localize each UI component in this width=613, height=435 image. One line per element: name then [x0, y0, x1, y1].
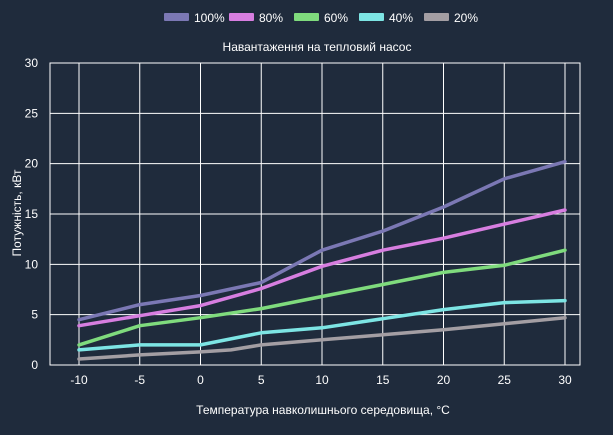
legend-swatch	[359, 13, 384, 21]
y-tick-label: 20	[25, 157, 39, 171]
x-tick-label: -5	[134, 373, 145, 387]
legend-item: 20%	[424, 11, 478, 25]
plot-frame	[49, 62, 581, 366]
legend-label: 100%	[194, 11, 225, 25]
chart-title: Навантаження на тепловий насос	[223, 40, 412, 54]
legend-label: 40%	[389, 11, 413, 25]
y-axis-ticks: 0 5 10 15 20 25 30	[25, 56, 39, 372]
series-line-20pct	[77, 315, 567, 361]
legend-label: 60%	[324, 11, 348, 25]
legend-swatch	[424, 13, 449, 21]
legend-item: 100%	[164, 11, 225, 25]
y-axis-label: Потужність, кВт	[10, 169, 24, 256]
series-line-80pct	[77, 208, 567, 328]
x-tick-label: 15	[376, 373, 390, 387]
legend-label: 80%	[259, 11, 283, 25]
y-tick-label: 0	[31, 358, 38, 372]
y-tick-label: 30	[25, 56, 39, 70]
x-axis-label: Температура навколишнього середовища, °C	[196, 403, 450, 417]
legend-swatch	[164, 13, 189, 21]
legend-label: 20%	[454, 11, 478, 25]
y-tick-label: 25	[25, 106, 39, 120]
x-tick-label: 0	[197, 373, 204, 387]
y-tick-label: 10	[25, 257, 39, 271]
y-tick-label: 5	[31, 308, 38, 322]
y-tick-label: 15	[25, 207, 39, 221]
x-tick-label: 25	[498, 373, 512, 387]
x-tick-label: 20	[437, 373, 451, 387]
x-tick-label: 5	[258, 373, 265, 387]
x-axis-ticks: -10 -5 0 5 10 15 20 25 30	[70, 373, 572, 387]
legend-item: 80%	[229, 11, 283, 25]
series-line-60pct	[77, 248, 567, 347]
legend-item: 60%	[294, 11, 348, 25]
x-tick-label: 30	[558, 373, 572, 387]
x-tick-label: 10	[315, 373, 329, 387]
legend-swatch	[229, 13, 254, 21]
series-lines	[77, 159, 567, 361]
legend-swatch	[294, 13, 319, 21]
legend-item: 40%	[359, 11, 413, 25]
legend: 100% 80% 60% 40% 20%	[164, 11, 478, 25]
series-line-40pct	[77, 298, 567, 352]
x-tick-label: -10	[70, 373, 88, 387]
series-line-100pct	[77, 159, 567, 322]
